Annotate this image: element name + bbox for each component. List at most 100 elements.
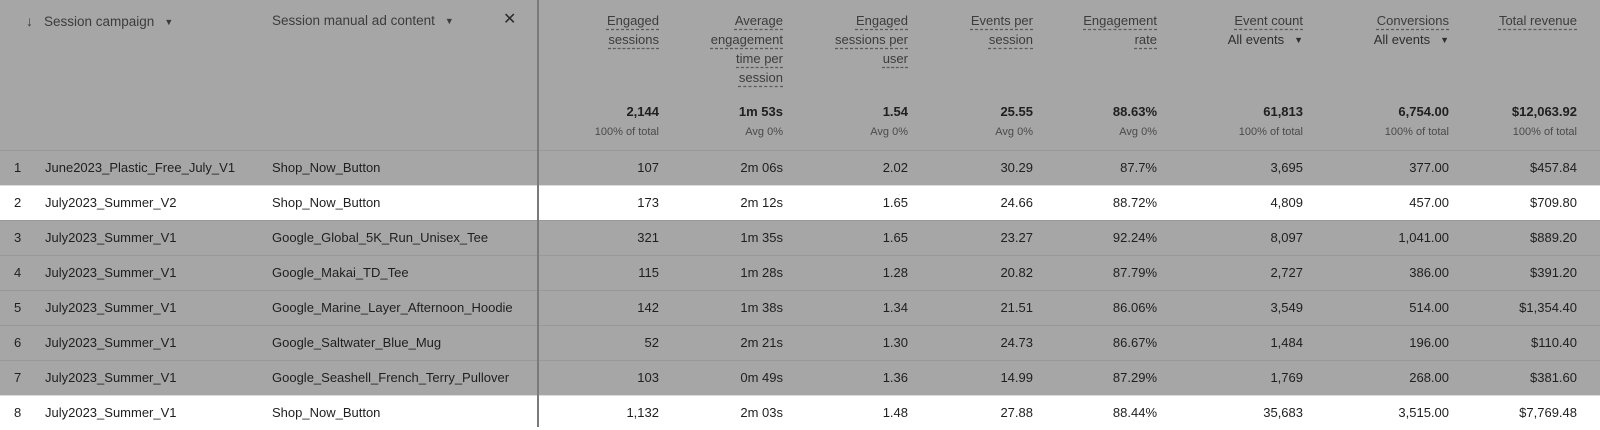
metric-header-2[interactable]: Engaged sessions per user bbox=[778, 11, 908, 68]
metric-total: 25.55 bbox=[1000, 104, 1033, 119]
metric-header-label: Engaged sessions bbox=[606, 13, 659, 47]
cell-metric-0: 115 bbox=[638, 265, 659, 280]
cell-metric-1: 1m 38s bbox=[740, 300, 783, 315]
cell-metric-4: 86.67% bbox=[1112, 335, 1157, 350]
cell-metric-6: 196.00 bbox=[1409, 335, 1449, 350]
table-row[interactable]: 7 July2023_Summer_V1 Google_Seashell_Frenc… bbox=[0, 360, 1600, 395]
cell-metric-4: 87.7% bbox=[1120, 160, 1157, 175]
cell-metric-5: 3,695 bbox=[1270, 160, 1303, 175]
metric-header-label: Event count bbox=[1234, 13, 1303, 28]
cell-metric-3: 24.66 bbox=[1000, 195, 1033, 210]
cell-metric-1: 2m 06s bbox=[740, 160, 783, 175]
cell-metric-7: $391.20 bbox=[1530, 265, 1577, 280]
metric-total: 61,813 bbox=[1263, 104, 1303, 119]
metric-header-label: Average engagement time per session bbox=[710, 13, 783, 85]
cell-metric-4: 87.29% bbox=[1112, 370, 1157, 385]
metric-total: 6,754.00 bbox=[1398, 104, 1449, 119]
metric-header-6[interactable]: Conversions All events ▼ bbox=[1319, 11, 1449, 50]
metric-total-subtext: 100% of total bbox=[1512, 126, 1577, 138]
cell-session-manual-ad-content: Google_Marine_Layer_Afternoon_Hoodie bbox=[272, 300, 513, 315]
metric-total-subtext: Avg 0% bbox=[870, 126, 908, 138]
chevron-down-icon[interactable]: ▼ bbox=[164, 17, 174, 27]
table-row[interactable]: 6 July2023_Summer_V1 Google_Saltwater_Blue… bbox=[0, 325, 1600, 360]
cell-metric-2: 2.02 bbox=[882, 160, 908, 175]
cell-metric-2: 1.48 bbox=[882, 405, 908, 420]
cell-metric-5: 4,809 bbox=[1270, 195, 1303, 210]
metric-header-1[interactable]: Average engagement time per session bbox=[653, 11, 783, 87]
table-row[interactable]: 2 July2023_Summer_V2 Shop_Now_Button 173 2m … bbox=[0, 185, 1600, 220]
row-index: 6 bbox=[14, 335, 22, 350]
cell-metric-7: $457.84 bbox=[1530, 160, 1577, 175]
cell-metric-7: $1,354.40 bbox=[1519, 300, 1577, 315]
metric-event-filter-label: All events bbox=[1227, 32, 1285, 47]
cell-session-campaign: July2023_Summer_V1 bbox=[45, 405, 177, 420]
metric-total: $12,063.92 bbox=[1511, 104, 1577, 119]
cell-metric-5: 1,484 bbox=[1270, 335, 1303, 350]
table-row[interactable]: 5 July2023_Summer_V1 Google_Marine_Layer_A… bbox=[0, 290, 1600, 325]
cell-metric-4: 87.79% bbox=[1112, 265, 1157, 280]
chevron-down-icon[interactable]: ▼ bbox=[444, 16, 454, 26]
metric-header-label: Engagement rate bbox=[1083, 13, 1157, 47]
cell-metric-2: 1.30 bbox=[882, 335, 908, 350]
metric-header-5[interactable]: Event count All events ▼ bbox=[1173, 11, 1303, 50]
chevron-down-icon[interactable]: ▼ bbox=[1294, 35, 1303, 45]
metric-event-filter-label: All events bbox=[1373, 32, 1431, 47]
cell-metric-2: 1.36 bbox=[882, 370, 908, 385]
metric-header-label: Total revenue bbox=[1498, 13, 1577, 28]
metric-total: 1.54 bbox=[882, 104, 908, 119]
metric-header-label: Events per session bbox=[970, 13, 1033, 47]
cell-metric-1: 2m 03s bbox=[740, 405, 783, 420]
metric-header-3[interactable]: Events per session bbox=[903, 11, 1033, 49]
cell-metric-6: 377.00 bbox=[1409, 160, 1449, 175]
metric-event-filter[interactable]: All events ▼ bbox=[1173, 30, 1303, 50]
metric-header-4[interactable]: Engagement rate bbox=[1027, 11, 1157, 49]
remove-dimension-close-icon[interactable]: ✕ bbox=[503, 11, 517, 28]
table-row[interactable]: 1 June2023_Plastic_Free_July_V1 Shop_Now_B… bbox=[0, 150, 1600, 185]
cell-session-campaign: July2023_Summer_V2 bbox=[45, 195, 177, 210]
cell-metric-1: 1m 35s bbox=[740, 230, 783, 245]
row-index: 1 bbox=[14, 160, 22, 175]
cell-session-manual-ad-content: Google_Saltwater_Blue_Mug bbox=[272, 335, 442, 350]
row-index: 2 bbox=[14, 195, 22, 210]
table-row[interactable]: 8 July2023_Summer_V1 Shop_Now_Button 1,132 2… bbox=[0, 395, 1600, 430]
dimension-header-session-manual-ad-content[interactable]: Session manual ad content ▼ bbox=[272, 11, 454, 31]
row-index: 4 bbox=[14, 265, 22, 280]
row-index: 3 bbox=[14, 230, 22, 245]
cell-metric-6: 1,041.00 bbox=[1398, 230, 1449, 245]
metric-total-subtext: 100% of total bbox=[1238, 126, 1303, 138]
table-row[interactable]: 4 July2023_Summer_V1 Google_Makai_TD_Tee 11… bbox=[0, 255, 1600, 290]
metric-total-subtext: Avg 0% bbox=[995, 126, 1033, 138]
dimension-header-session-campaign[interactable]: ↓ Session campaign ▼ bbox=[26, 11, 173, 31]
cell-metric-6: 268.00 bbox=[1409, 370, 1449, 385]
row-index: 7 bbox=[14, 370, 22, 385]
cell-metric-2: 1.65 bbox=[882, 230, 908, 245]
cell-metric-2: 1.65 bbox=[882, 195, 908, 210]
metric-event-filter[interactable]: All events ▼ bbox=[1319, 30, 1449, 50]
cell-session-campaign: June2023_Plastic_Free_July_V1 bbox=[45, 160, 236, 175]
metric-header-0[interactable]: Engaged sessions bbox=[529, 11, 659, 49]
cell-metric-5: 3,549 bbox=[1270, 300, 1303, 315]
dimension-label-secondary: Session manual ad content bbox=[272, 13, 435, 28]
metric-header-7[interactable]: Total revenue bbox=[1447, 11, 1577, 30]
cell-session-campaign: July2023_Summer_V1 bbox=[45, 370, 177, 385]
metric-total-subtext: Avg 0% bbox=[1119, 126, 1157, 138]
table-body: 1 June2023_Plastic_Free_July_V1 Shop_Now_B… bbox=[0, 150, 1600, 430]
cell-metric-4: 88.44% bbox=[1112, 405, 1157, 420]
cell-metric-7: $709.80 bbox=[1530, 195, 1577, 210]
metric-total-subtext: 100% of total bbox=[594, 126, 659, 138]
cell-metric-6: 386.00 bbox=[1409, 265, 1449, 280]
metric-header-label: Conversions bbox=[1376, 13, 1449, 28]
cell-session-manual-ad-content: Google_Makai_TD_Tee bbox=[272, 265, 409, 280]
chevron-down-icon[interactable]: ▼ bbox=[1440, 35, 1449, 45]
cell-metric-3: 14.99 bbox=[1000, 370, 1033, 385]
sort-descending-icon[interactable]: ↓ bbox=[26, 13, 33, 29]
cell-metric-3: 20.82 bbox=[1000, 265, 1033, 280]
cell-metric-4: 86.06% bbox=[1112, 300, 1157, 315]
table-header: ↓ Session campaign ▼ Session manual ad con… bbox=[0, 0, 1600, 150]
cell-session-manual-ad-content: Shop_Now_Button bbox=[272, 405, 381, 420]
column-divider bbox=[537, 0, 539, 427]
row-index: 5 bbox=[14, 300, 22, 315]
cell-session-manual-ad-content: Google_Global_5K_Run_Unisex_Tee bbox=[272, 230, 489, 245]
table-row[interactable]: 3 July2023_Summer_V1 Google_Global_5K_Run_… bbox=[0, 220, 1600, 255]
